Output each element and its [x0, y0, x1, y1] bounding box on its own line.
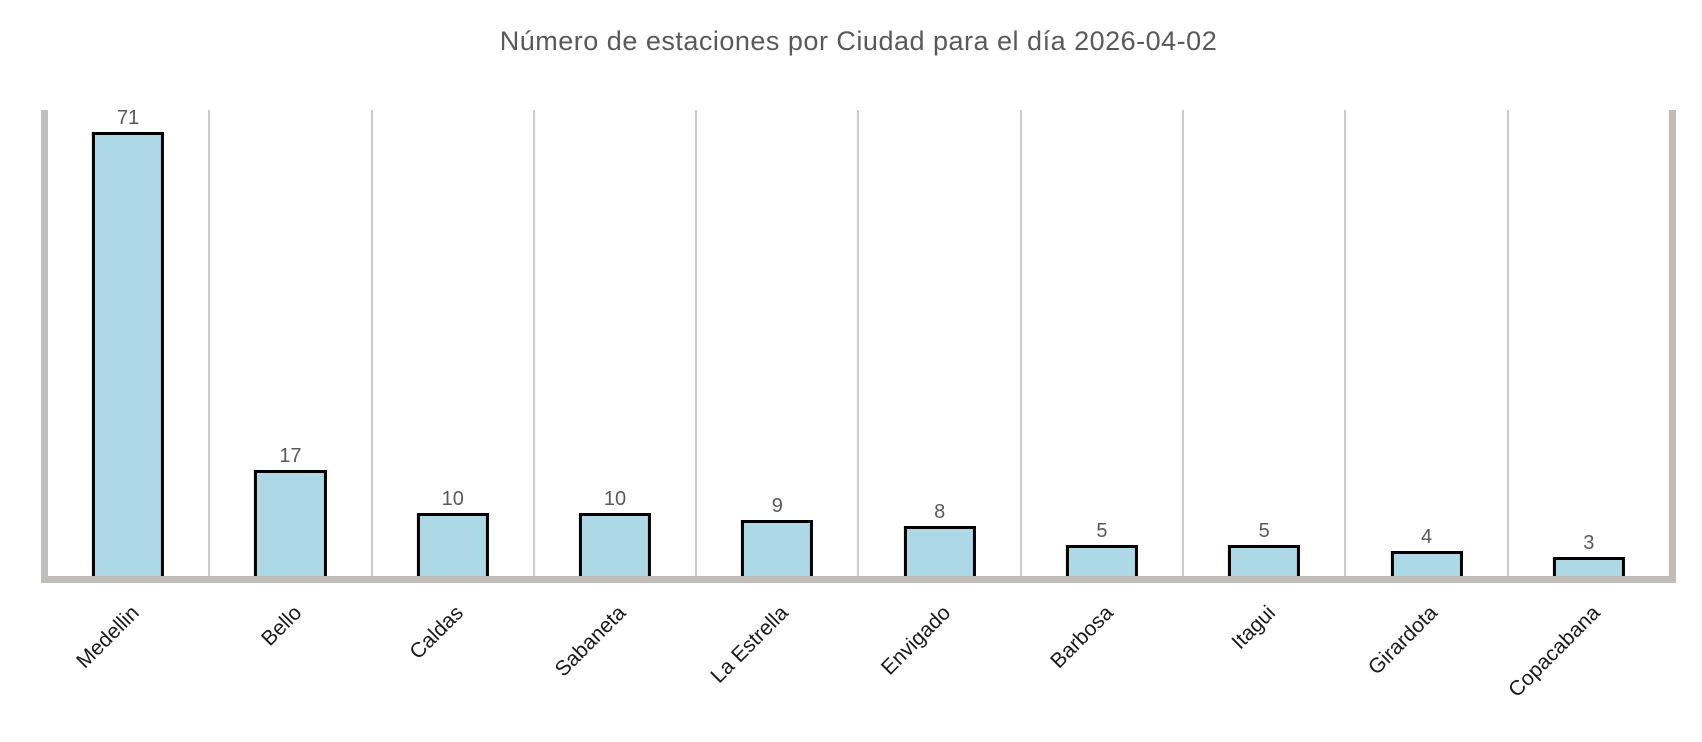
bar-envigado — [903, 526, 976, 576]
bar-copacabana — [1552, 557, 1625, 576]
x-tick-label: Bello — [256, 601, 307, 651]
x-tick-label: Medellin — [72, 601, 144, 673]
category-slot-bello: 17 Bello — [210, 110, 373, 651]
x-tick-label: Girardota — [1363, 601, 1443, 680]
bar-bello — [254, 470, 327, 576]
bar-value-label: 10 — [603, 488, 627, 510]
bar-sabaneta — [578, 513, 652, 576]
bar-la-estrella — [741, 520, 814, 576]
category-slot-envigado: 8 Envigado — [859, 110, 1022, 679]
category-slot-caldas: 10 Caldas — [373, 110, 535, 664]
category-slot-copacabana: 3 Copacabana — [1504, 110, 1669, 702]
bar-value-label: 4 — [1420, 526, 1433, 548]
x-tick-label: Itagui — [1227, 601, 1280, 654]
category-slot-itagui: 5 Itagui — [1184, 110, 1347, 654]
x-tick-label: Envigado — [877, 601, 956, 680]
plot-area: 71 Medellin 17 Bello 10 Caldas 10 Sabaneta 9 La E… — [41, 107, 1676, 702]
bar-itagui — [1228, 545, 1301, 576]
category-slot-barbosa: 5 Barbosa — [1022, 110, 1185, 673]
x-tick-label: Copacabana — [1503, 601, 1605, 702]
bar-value-label: 3 — [1583, 532, 1595, 554]
x-tick-label: Caldas — [405, 601, 469, 664]
bar-medellin — [92, 132, 165, 576]
bar-value-label: 17 — [279, 445, 302, 467]
category-slot-sabaneta: 10 Sabaneta — [535, 110, 698, 681]
bar-barbosa — [1065, 545, 1138, 576]
bar-value-label: 8 — [934, 501, 946, 523]
bar-caldas — [416, 513, 489, 576]
bar-value-label: 71 — [117, 107, 140, 129]
x-tick-label: Barbosa — [1045, 601, 1118, 673]
x-tick-label: Sabaneta — [550, 601, 631, 682]
bar-value-label: 10 — [441, 488, 464, 510]
category-slot-girardota: 4 Girardota — [1346, 110, 1509, 679]
x-tick-label: La Estrella — [706, 601, 793, 688]
bar-value-label: 5 — [1258, 520, 1270, 542]
chart-title: Número de estaciones por Ciudad para el … — [499, 26, 1218, 56]
bar-value-label: 9 — [771, 495, 783, 517]
category-slot-medellin: 71 Medellin — [48, 107, 211, 673]
bar-girardota — [1390, 551, 1463, 576]
category-slot-la-estrella: 9 La Estrella — [697, 110, 860, 688]
bar-value-label: 5 — [1096, 520, 1108, 542]
